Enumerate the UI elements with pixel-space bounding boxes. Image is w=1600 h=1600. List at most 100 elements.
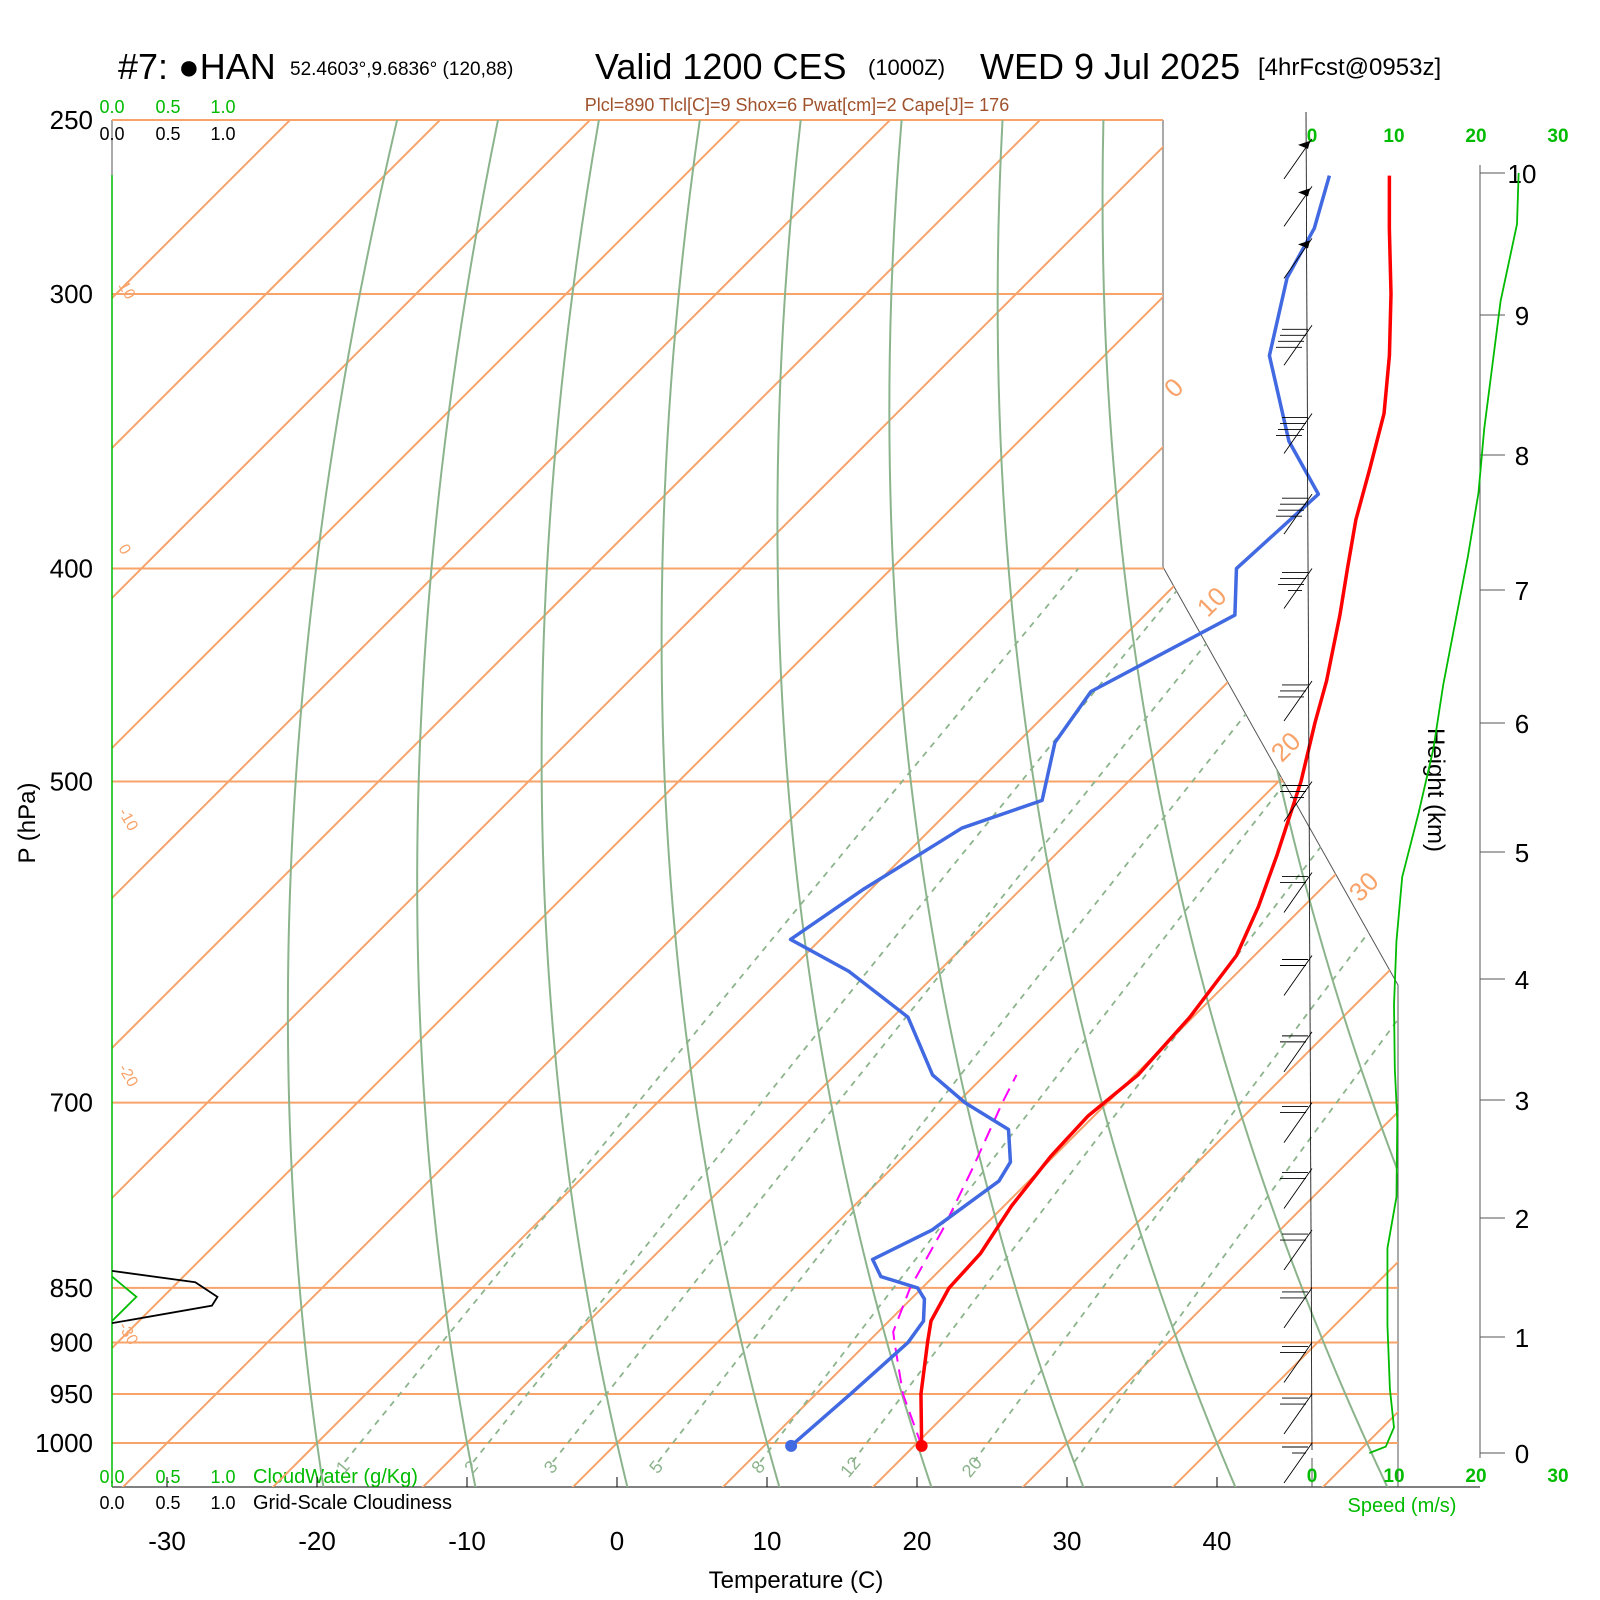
- mixing-ratio-line: [472, 567, 1196, 1463]
- mixing-ratio-line: [344, 567, 1080, 1463]
- dry-adiabat-line: [888, 120, 1086, 1487]
- temperature-tick-label: 30: [1053, 1526, 1082, 1556]
- barb-staff: [1283, 1031, 1313, 1073]
- dry-adiabats: [286, 120, 1398, 1487]
- height-tick-label: 9: [1515, 301, 1529, 331]
- barb-staff: [1283, 493, 1313, 535]
- surface-temperature-marker: [915, 1439, 928, 1452]
- barb-staff: [1283, 781, 1313, 822]
- station-label: #7: ●HAN: [118, 46, 276, 87]
- temperature-line: [919, 175, 1393, 1446]
- barb-staff: [1283, 1229, 1313, 1271]
- cloudiness-tick-label-top: 1.0: [210, 124, 235, 144]
- parcel-path-line: [892, 1074, 1018, 1447]
- barb-pennant: [1298, 140, 1310, 149]
- barb-staff: [1283, 955, 1313, 996]
- cloudwater-line: [111, 1275, 138, 1322]
- pressure-tick-label: 400: [50, 554, 93, 584]
- height-tick-label: 6: [1515, 709, 1529, 739]
- mixing-ratio-label: 12: [836, 1453, 864, 1481]
- sounding-profiles: [785, 175, 1393, 1452]
- dry-adiabat-line: [660, 120, 782, 1487]
- wind-barb: [1280, 1031, 1313, 1073]
- height-axis-title: Height (km): [1422, 728, 1449, 852]
- cloudwater-axis-title: CloudWater (g/Kg): [253, 1466, 418, 1488]
- barb-pennant: [1298, 188, 1310, 197]
- isotherm-line: [112, 120, 930, 1487]
- isobar-grid: [112, 119, 1398, 1444]
- wind-barb: [1280, 1393, 1313, 1435]
- isotherm-line: [1169, 120, 1398, 1487]
- wind-barb: [1280, 955, 1313, 996]
- isotherm-line: [719, 120, 1398, 1487]
- speed-tick-label-top: 20: [1465, 126, 1486, 147]
- mixing-ratio-label: 20: [958, 1453, 986, 1481]
- wind-barb: [1280, 1229, 1313, 1271]
- pressure-tick-label: 1000: [35, 1428, 93, 1458]
- wind-barb: [1280, 781, 1313, 822]
- barb-staff: [1283, 325, 1313, 366]
- height-tick-label: 10: [1508, 159, 1537, 189]
- pressure-tick-label: 300: [50, 279, 93, 309]
- dry-adiabat-line: [996, 120, 1238, 1487]
- temperature-tick-label: -10: [448, 1526, 486, 1556]
- dewpoint-line: [788, 175, 1332, 1448]
- isotherm-label: 10: [115, 279, 139, 303]
- valid-date: WED 9 Jul 2025: [980, 46, 1240, 87]
- dry-adiabat-line: [416, 120, 508, 1487]
- barb-staff: [1283, 568, 1313, 609]
- mixing-ratio-label: 2: [460, 1457, 482, 1478]
- pressure-tick-label: 900: [50, 1327, 93, 1357]
- pressure-tick-label: 850: [50, 1273, 93, 1303]
- temperature-tick-label: 10: [753, 1526, 782, 1556]
- speed-axis-title: Speed (m/s): [1348, 1495, 1457, 1517]
- wind-barb: [1280, 872, 1313, 913]
- pressure-tick-label: 250: [50, 105, 93, 135]
- wind-barb: [1283, 186, 1313, 227]
- wind-barb: [1280, 1168, 1313, 1209]
- isotherm-line: [112, 120, 1230, 1487]
- temperature-tick-label: -30: [148, 1526, 186, 1556]
- wind-barb: [1278, 568, 1313, 609]
- frame-right-skew: [1162, 566, 1399, 1487]
- speed-tick-label-top: 0: [1307, 126, 1318, 147]
- forecast-info: [4hrFcst@0953z]: [1258, 54, 1441, 81]
- isotherm-line: [569, 120, 1398, 1487]
- temperature-tick-label: 40: [1203, 1526, 1232, 1556]
- isotherm-line: [119, 120, 1398, 1487]
- barb-staff: [1283, 680, 1313, 722]
- isotherm-label: 0: [115, 542, 134, 558]
- wind-barbs: [1276, 111, 1313, 1484]
- isotherm-label: -20: [115, 1062, 141, 1091]
- mixing-ratio-line: [851, 567, 1398, 1463]
- height-tick-label: 2: [1515, 1204, 1529, 1234]
- isotherm-line: [112, 120, 630, 1487]
- height-tick-label: 7: [1515, 576, 1529, 606]
- height-tick-label: 5: [1515, 838, 1529, 868]
- mixing-ratio-line: [657, 567, 1363, 1463]
- wind-speed-line: [1369, 172, 1520, 1454]
- temperature-tick-label: -20: [298, 1526, 336, 1556]
- wind-barb: [1278, 680, 1313, 722]
- cloudiness-axis-title: Grid-Scale Cloudiness: [253, 1492, 452, 1514]
- mixing-ratio-lines: [344, 567, 1398, 1463]
- pressure-axis-title: P (hPa): [14, 783, 41, 864]
- speed-tick-label-bottom: 30: [1547, 1466, 1568, 1487]
- wind-barb: [1283, 238, 1313, 279]
- cloudiness-tick-label-bottom: 1.0: [210, 1493, 235, 1513]
- isotherm-label: 30: [1343, 866, 1385, 908]
- isotherm-label: 10: [1191, 581, 1233, 623]
- wind-speed-profile: [1369, 172, 1520, 1454]
- cloudiness-line: [111, 1270, 219, 1325]
- pressure-tick-label: 700: [50, 1088, 93, 1118]
- isotherm-line: [869, 120, 1398, 1487]
- wind-barb: [1276, 493, 1313, 535]
- station-coords: 52.4603°,9.6836° (120,88): [290, 59, 513, 80]
- mixing-ratio-line: [973, 567, 1398, 1463]
- mixing-ratio-line: [1073, 568, 1398, 1463]
- barb-staff: [1283, 1287, 1313, 1329]
- speed-tick-label-bottom: 20: [1465, 1466, 1486, 1487]
- dry-adiabat-line: [540, 120, 629, 1487]
- mixing-ratio-label: 3: [540, 1457, 562, 1478]
